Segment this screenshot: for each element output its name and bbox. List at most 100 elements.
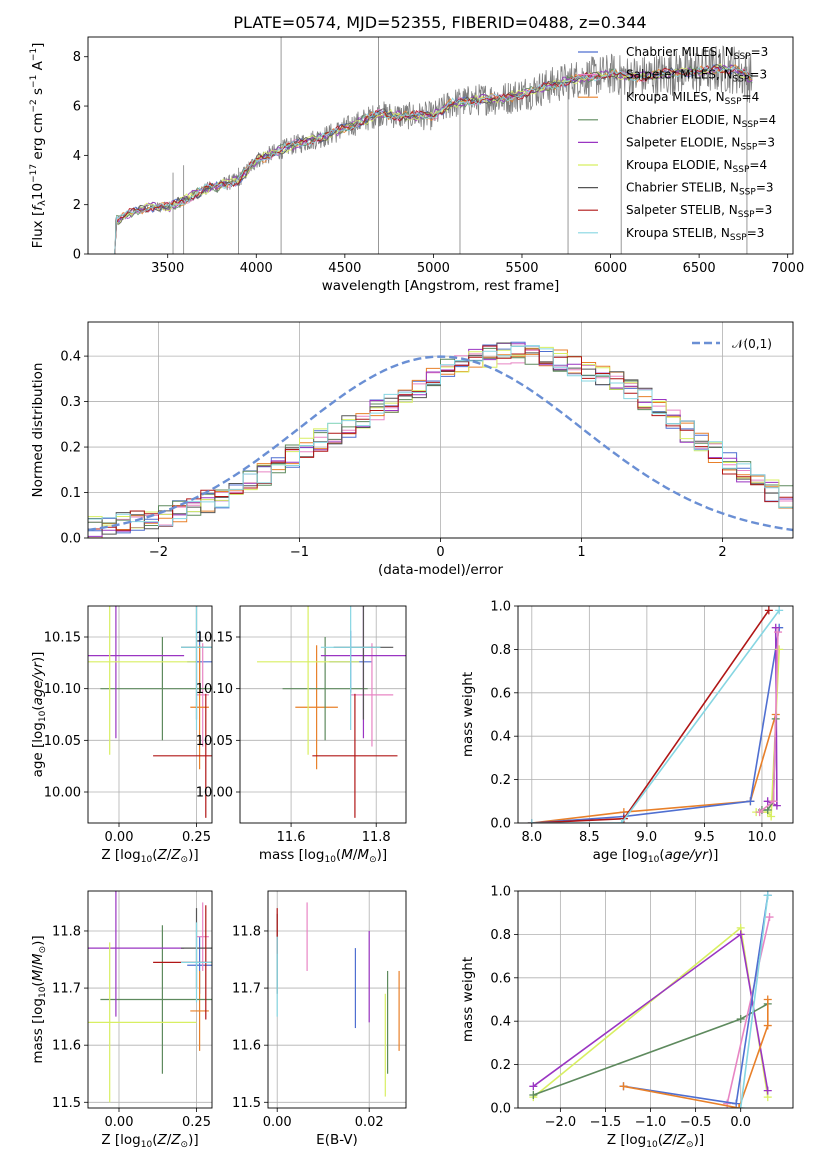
plot-content bbox=[88, 891, 212, 1103]
x-tick-label: 0.0 bbox=[730, 1115, 751, 1130]
x-axis-label: E(B-V) bbox=[316, 1132, 358, 1148]
mass-weight-marker-kroupa_miles bbox=[763, 1021, 772, 1030]
mass-weight-marker-salpeter_elodie bbox=[771, 623, 780, 632]
x-tick-label: 8.0 bbox=[521, 830, 542, 845]
legend-entry: Kroupa STELIB, NSSP=3 bbox=[626, 226, 764, 243]
y-tick-label: 11.5 bbox=[232, 1096, 261, 1111]
y-tick-label: 10.00 bbox=[196, 786, 233, 801]
x-tick-label: 0.02 bbox=[355, 1115, 384, 1130]
mass-weight-line-chabrier_miles bbox=[531, 627, 780, 823]
legend-entry: Salpeter MILES, NSSP=3 bbox=[626, 68, 767, 85]
mass-weight-marker-chabrier_elodie bbox=[529, 1090, 538, 1099]
y-axis-label: Normed distribution bbox=[30, 363, 46, 498]
x-tick-label: 8.5 bbox=[579, 830, 600, 845]
spectrum-panel: 3500 4000 4500 5000 5500 6000 6500 7000 0 2 4 6 8 Cha… bbox=[29, 36, 804, 294]
x-axis-label: Z [log10(Z/Z⊙)] bbox=[101, 1132, 198, 1150]
legend-entry: Chabrier STELIB, NSSP=3 bbox=[626, 181, 774, 198]
y-tick-label: 10.00 bbox=[44, 786, 81, 801]
age-vs-metallicity-panel: 0.00 0.25 10.00 10.05 10.10 10.15 Z [log10(Z/Z… bbox=[30, 605, 213, 865]
model-spectrum-salpeter_stelib bbox=[114, 65, 753, 254]
mass-weight-marker-kroupa_miles bbox=[763, 995, 772, 1004]
plot-content bbox=[527, 606, 784, 823]
x-tick-label: 2 bbox=[718, 545, 726, 560]
x-tick-label: −2.0 bbox=[545, 1115, 577, 1130]
x-tick-label: 1 bbox=[577, 545, 585, 560]
y-axis-label: age [log10(age/yr)] bbox=[30, 652, 48, 778]
x-tick-label: 0.00 bbox=[105, 830, 134, 845]
y-tick-label: 10.10 bbox=[44, 682, 81, 697]
legend-entry: Kroupa ELODIE, NSSP=4 bbox=[626, 158, 767, 175]
y-tick-label: 2 bbox=[73, 198, 81, 213]
y-tick-label: 10.15 bbox=[196, 631, 233, 646]
plot-content bbox=[257, 606, 406, 818]
y-tick-label: 0.8 bbox=[490, 643, 511, 658]
legend-entry: Chabrier ELODIE, NSSP=4 bbox=[626, 113, 776, 130]
mass-weight-line-kroupa_stelib bbox=[531, 609, 780, 823]
mass-weight-marker-salpeter_stelib bbox=[764, 606, 773, 615]
axes-frame bbox=[517, 890, 794, 1109]
plot-content bbox=[114, 37, 753, 254]
y-tick-label: 0.4 bbox=[60, 350, 81, 365]
figure-title: PLATE=0574, MJD=52355, FIBERID=0488, z=0… bbox=[233, 13, 646, 32]
plot-content bbox=[276, 902, 400, 1097]
x-tick-label: 3500 bbox=[151, 261, 184, 276]
y-axis-label: mass [log10(M/M⊙)] bbox=[30, 935, 48, 1063]
mass-weight-marker-kroupa_stelib bbox=[775, 606, 784, 615]
y-tick-label: 0.6 bbox=[490, 971, 511, 986]
mass-vs-extinction-panel: 0.00 0.02 11.5 11.6 11.7 11.8 E(B-V) bbox=[232, 890, 407, 1148]
x-tick-label: 6500 bbox=[683, 261, 716, 276]
mass-weight-line-salpeter_miles bbox=[726, 916, 771, 1104]
axes-frame bbox=[87, 605, 213, 824]
y-tick-label: 0.8 bbox=[490, 928, 511, 943]
y-tick-label: 0 bbox=[73, 248, 81, 263]
y-tick-label: 6 bbox=[73, 100, 81, 115]
y-tick-label: 11.8 bbox=[52, 924, 81, 939]
y-axis-label: mass weight bbox=[460, 957, 476, 1042]
x-tick-label: 5000 bbox=[417, 261, 450, 276]
y-axis-label: mass weight bbox=[460, 672, 476, 757]
x-tick-label: 4500 bbox=[328, 261, 361, 276]
model-spectrum-kroupa_stelib bbox=[114, 65, 753, 254]
plot-content bbox=[88, 606, 212, 818]
x-axis-label: age [log10(age/yr)] bbox=[593, 847, 719, 865]
mass-weight-marker-kroupa_elodie bbox=[775, 645, 784, 654]
x-axis-label: (data-model)/error bbox=[378, 562, 504, 578]
y-tick-label: 11.6 bbox=[232, 1039, 261, 1054]
legend-entry: Kroupa MILES, NSSP=4 bbox=[626, 90, 759, 107]
y-tick-label: 0.4 bbox=[490, 730, 511, 745]
y-tick-label: 0.0 bbox=[60, 532, 81, 547]
x-tick-label: −1.5 bbox=[590, 1115, 622, 1130]
y-tick-label: 11.7 bbox=[52, 982, 81, 997]
mass-weight-marker-salpeter_miles bbox=[755, 808, 764, 817]
y-tick-label: 8 bbox=[73, 50, 81, 65]
axes-frame bbox=[87, 36, 794, 255]
x-tick-label: −1.0 bbox=[635, 1115, 667, 1130]
x-axis-label: Z [log10(Z/Z⊙)] bbox=[607, 1132, 704, 1150]
y-tick-label: 0.2 bbox=[490, 773, 511, 788]
mass-weight-marker-chabrier_miles bbox=[732, 1099, 741, 1108]
gaussian-curve bbox=[88, 355, 793, 532]
mass-weight-marker-kroupa_stelib bbox=[736, 1104, 745, 1108]
axes-frame bbox=[87, 321, 794, 539]
y-tick-label: 10.05 bbox=[44, 734, 81, 749]
y-tick-label: 0.3 bbox=[60, 395, 81, 410]
y-tick-label: 1.0 bbox=[490, 600, 511, 615]
mass-weight-line-kroupa_stelib bbox=[739, 895, 769, 1108]
axes-frame bbox=[517, 605, 794, 824]
mass-weight-marker-chabrier_elodie bbox=[736, 1015, 745, 1024]
mass-weight-vs-metallicity-panel: −2.0 −1.5 −1.0 −0.5 0.0 0.0 0.2 0.4 0.6 0.8 1.0 Z [… bbox=[460, 885, 794, 1150]
y-tick-label: 4 bbox=[73, 149, 81, 164]
y-tick-label: 0.0 bbox=[490, 1102, 511, 1117]
mass-weight-marker-kroupa_stelib bbox=[617, 819, 626, 823]
mass-weight-marker-kroupa_elodie bbox=[767, 812, 776, 821]
residual-histogram-panel: −2 −1 0 1 2 0.0 0.1 0.2 0.3 0.4 𝒩(0,1) (data-model)… bbox=[30, 321, 794, 578]
plot-area bbox=[88, 606, 212, 823]
y-axis-label: Flux [fλ10−17 erg cm−2 s−1 A−1] bbox=[29, 43, 48, 249]
mass-weight-marker-salpeter_miles bbox=[765, 913, 774, 922]
mass-weight-marker-kroupa_miles bbox=[734, 1104, 743, 1108]
y-tick-label: 0.4 bbox=[490, 1015, 511, 1030]
legend-entry: Chabrier MILES, NSSP=3 bbox=[626, 45, 768, 62]
y-tick-label: 11.8 bbox=[232, 924, 261, 939]
x-tick-label: −1 bbox=[290, 545, 309, 560]
